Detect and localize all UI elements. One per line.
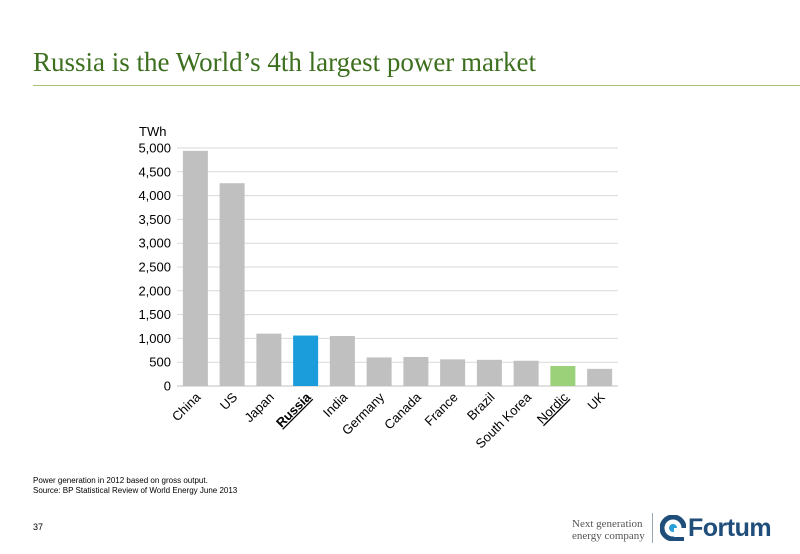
footnote-source: Source: BP Statistical Review of World E… bbox=[33, 486, 238, 495]
x-tick-label: Nordic bbox=[534, 389, 572, 427]
x-tick-label: China bbox=[169, 389, 204, 424]
y-tick-label: 5,000 bbox=[138, 141, 171, 156]
x-tick-label: US bbox=[217, 389, 241, 413]
y-tick-label: 3,000 bbox=[138, 236, 171, 251]
page-number: 37 bbox=[33, 522, 44, 532]
footnote-basis: Power generation in 2012 based on gross … bbox=[33, 476, 208, 485]
fortum-logo-icon bbox=[660, 515, 686, 541]
footnotes: Power generation in 2012 based on gross … bbox=[33, 476, 237, 496]
bar bbox=[550, 366, 576, 386]
fortum-logo: Fortum bbox=[660, 510, 772, 546]
bar bbox=[587, 368, 613, 386]
y-tick-label: 0 bbox=[164, 379, 171, 394]
bar bbox=[403, 356, 429, 386]
logo-divider bbox=[652, 513, 653, 543]
y-tick-label: 3,500 bbox=[138, 212, 171, 227]
bar bbox=[293, 335, 319, 386]
x-tick-label: UK bbox=[584, 389, 608, 413]
x-tick-label: Canada bbox=[381, 389, 424, 432]
bar bbox=[329, 336, 355, 386]
bar-chart: 0 500 1,000 1,500 2,000 2,500 3,000 3,500 4,000 4… bbox=[138, 124, 618, 451]
fortum-logo-text: Fortum bbox=[688, 513, 772, 542]
y-tick-label: 1,500 bbox=[138, 307, 171, 322]
bar bbox=[182, 150, 208, 386]
x-tick-label: France bbox=[422, 390, 461, 429]
y-tick-label: 500 bbox=[149, 355, 171, 370]
bar bbox=[219, 183, 245, 386]
bar bbox=[366, 357, 392, 386]
tagline-line-2: energy company bbox=[572, 530, 645, 542]
y-tick-label: 2,500 bbox=[138, 260, 171, 275]
company-tagline: Next generation energy company bbox=[572, 518, 645, 542]
bar bbox=[440, 359, 466, 386]
x-tick-label: Japan bbox=[241, 390, 277, 426]
y-tick-label: 2,000 bbox=[138, 283, 171, 298]
tagline-line-1: Next generation bbox=[572, 518, 643, 530]
y-tick-label: 4,000 bbox=[138, 188, 171, 203]
x-tick-label: Russia bbox=[273, 389, 314, 430]
title-divider bbox=[33, 85, 800, 86]
y-tick-label: 4,500 bbox=[138, 164, 171, 179]
y-axis-unit-label: TWh bbox=[139, 124, 166, 139]
x-tick-label: Brazil bbox=[464, 389, 498, 423]
slide-title: Russia is the World’s 4th largest power … bbox=[33, 47, 537, 77]
bar bbox=[513, 360, 539, 386]
x-tick-label: India bbox=[320, 389, 351, 420]
bar bbox=[256, 333, 282, 386]
bar bbox=[476, 359, 502, 386]
y-tick-label: 1,000 bbox=[138, 331, 171, 346]
